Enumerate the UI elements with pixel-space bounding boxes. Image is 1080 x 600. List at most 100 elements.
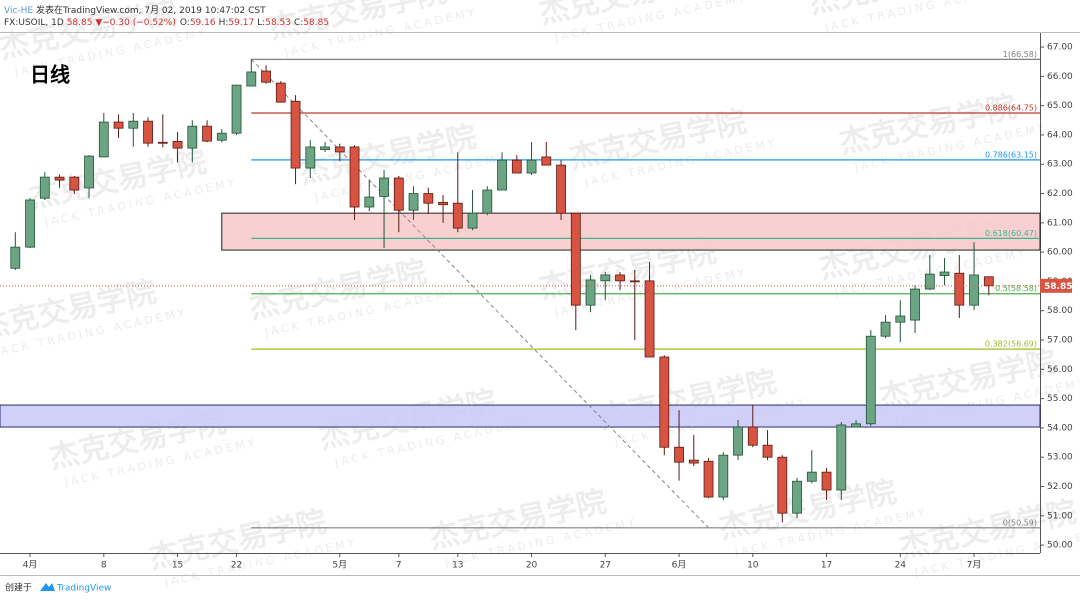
x-tick-label: 8 xyxy=(101,561,107,571)
fib-label: 0.786(63.15) xyxy=(985,150,1037,159)
candle-body xyxy=(983,276,994,287)
candle-body xyxy=(438,201,448,206)
candle-body xyxy=(349,146,360,208)
y-tick-label: 51.00 xyxy=(1047,511,1073,521)
author: Vic-HE xyxy=(4,6,33,16)
candle-body xyxy=(25,199,35,248)
fib-label: 0(50.59) xyxy=(1003,518,1037,527)
candle-body xyxy=(187,125,198,149)
candle-body xyxy=(880,321,891,337)
candle-body xyxy=(202,125,212,142)
zone xyxy=(0,404,1041,428)
x-tick-label: 7 xyxy=(396,561,402,571)
candle-body xyxy=(157,141,168,144)
last-price-box xyxy=(1040,278,1072,293)
plot-area: 50.00 51.00 52.00 53.00 54.00 55.00 56.00 57.00… xyxy=(0,43,1073,571)
zone xyxy=(221,212,1041,251)
candle-body xyxy=(585,279,596,306)
x-tick-label: 4月 xyxy=(23,560,38,571)
candle-body xyxy=(128,120,139,129)
candle-body xyxy=(659,356,670,448)
symbol: FX:USOIL, 1D xyxy=(4,18,64,28)
candle-body xyxy=(910,288,920,321)
candle-body xyxy=(172,140,183,149)
candle-body xyxy=(644,280,655,358)
candle-body xyxy=(541,156,552,166)
candle-body xyxy=(865,335,876,425)
y-tick-label: 52.00 xyxy=(1047,482,1073,492)
ohlc-value: 59.16 xyxy=(190,18,216,28)
ohlc-label: H: xyxy=(219,18,229,28)
candle-body xyxy=(600,274,611,282)
y-tick-label: 60.00 xyxy=(1047,248,1073,258)
candle-body xyxy=(246,71,257,87)
y-tick-label: 50.00 xyxy=(1047,541,1073,551)
x-tick-label: 24 xyxy=(895,561,907,571)
arrow: ▼ xyxy=(95,18,102,28)
candle-body xyxy=(570,212,581,306)
y-tick-label: 63.00 xyxy=(1047,160,1073,170)
header-line-2: FX:USOIL, 1D 58.85 ▼−0.30 (−0.52%) O:59.1… xyxy=(4,18,329,28)
x-tick-label: 10 xyxy=(747,561,759,571)
candle-body xyxy=(747,426,758,446)
candle-body xyxy=(305,146,316,169)
candle-body xyxy=(777,456,788,514)
candle-body xyxy=(762,444,773,458)
ohlc-value: 58.85 xyxy=(303,18,329,28)
candle-body xyxy=(851,423,861,428)
header-line-1: Vic-HE 发表在TradingView.com, 7月 02, 2019 1… xyxy=(4,4,266,16)
candle-body xyxy=(733,426,743,456)
candle-body xyxy=(615,274,625,282)
candle-body xyxy=(69,176,80,191)
change: −0.30 (−0.52%) xyxy=(102,18,176,28)
fib-label: 0.382(56.69) xyxy=(985,340,1037,349)
candle-body xyxy=(792,480,802,514)
candle-body xyxy=(54,176,65,181)
x-tick-label: 7月 xyxy=(967,560,982,571)
y-tick-label: 54.00 xyxy=(1047,423,1073,433)
ohlc-value: 59.17 xyxy=(228,18,254,28)
x-tick-label: 13 xyxy=(452,561,463,571)
candle-body xyxy=(806,471,817,482)
y-tick-label: 62.00 xyxy=(1047,189,1073,199)
y-tick-label: 55.00 xyxy=(1047,394,1073,404)
candle-body xyxy=(674,446,684,463)
candle-body xyxy=(629,280,640,283)
candle-body xyxy=(84,155,94,189)
candle-body xyxy=(290,100,301,169)
y-tick-label: 57.00 xyxy=(1047,336,1073,346)
candle-body xyxy=(10,246,21,269)
fib-label: 0.886(64.75) xyxy=(985,103,1037,112)
y-tick-label: 56.00 xyxy=(1047,365,1073,375)
footer-brand: TradingView xyxy=(56,584,111,594)
x-tick-label: 17 xyxy=(821,561,832,571)
x-tick-label: 5月 xyxy=(332,560,347,571)
fib-label: 0.618(60.47) xyxy=(985,229,1037,238)
candle-body xyxy=(275,82,286,103)
y-tick-label: 66.00 xyxy=(1047,72,1073,82)
x-tick-label: 6月 xyxy=(672,560,687,571)
y-tick-label: 58.00 xyxy=(1047,306,1073,316)
x-tick-label: 15 xyxy=(172,561,183,571)
y-tick-label: 64.00 xyxy=(1047,130,1073,140)
x-tick-label: 22 xyxy=(231,561,242,571)
ohlc-value: 58.53 xyxy=(265,18,291,28)
candle-body xyxy=(379,177,389,197)
candle-body xyxy=(482,189,493,214)
candle-body xyxy=(688,459,699,464)
x-tick-label: 20 xyxy=(526,561,538,571)
y-tick-label: 67.00 xyxy=(1047,43,1073,53)
candle-body xyxy=(39,176,50,199)
candle-body xyxy=(216,132,227,141)
candle-body xyxy=(939,271,950,276)
chart-title: 日线 xyxy=(30,63,70,87)
candle-body xyxy=(703,460,714,498)
ohlc-label: O: xyxy=(180,18,190,28)
candle-body xyxy=(113,121,124,129)
candle-body xyxy=(261,70,271,83)
y-tick-label: 53.00 xyxy=(1047,453,1073,463)
candle-body xyxy=(954,272,965,306)
candle-body xyxy=(497,159,507,191)
